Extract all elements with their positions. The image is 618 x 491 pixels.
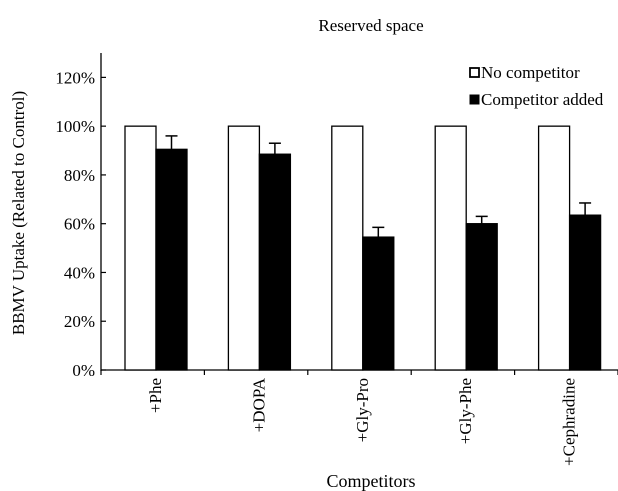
bar-competitor-added [465, 223, 498, 371]
plot-area: 0% 20% 40% 60% 80% 100% 120% +Phe +DOPA +Gly-Pro +… [55, 53, 618, 466]
bar-competitor-added [362, 236, 395, 371]
legend-label-competitor-added: Competitor added [481, 90, 604, 109]
x-tick-label: +Gly-Pro [353, 378, 372, 442]
x-tick-label: +Cephradine [560, 378, 579, 466]
y-tick-label: 20% [64, 312, 95, 331]
bar-competitor-added [155, 148, 188, 371]
x-tick-label: +DOPA [249, 377, 268, 432]
bar-competitor-added [258, 153, 292, 371]
y-tick-label: 40% [64, 263, 95, 282]
y-axis-label: BBMV Uptake (Related to Control) [9, 91, 28, 335]
legend: No competitor Competitor added [469, 63, 604, 109]
legend-swatch-no-competitor [469, 67, 480, 78]
x-tick-label: +Gly-Phe [456, 378, 475, 444]
chart-title: Reserved space [318, 16, 423, 35]
bar-no-competitor [124, 125, 157, 371]
y-tick-label: 0% [72, 361, 95, 380]
x-axis-label: Competitors [327, 471, 416, 491]
bar-no-competitor [537, 125, 571, 371]
bar-competitor-added [568, 214, 602, 371]
bar-no-competitor [227, 125, 261, 371]
y-tick-label: 80% [64, 166, 95, 185]
y-tick-label: 100% [55, 117, 95, 136]
legend-swatch-competitor-added [469, 94, 480, 105]
y-tick-label: 120% [55, 68, 95, 87]
x-tick-label: +Phe [146, 378, 165, 413]
legend-label-no-competitor: No competitor [481, 63, 580, 82]
y-tick-label: 60% [64, 215, 95, 234]
bar-no-competitor [434, 125, 467, 371]
bar-no-competitor [331, 125, 364, 371]
